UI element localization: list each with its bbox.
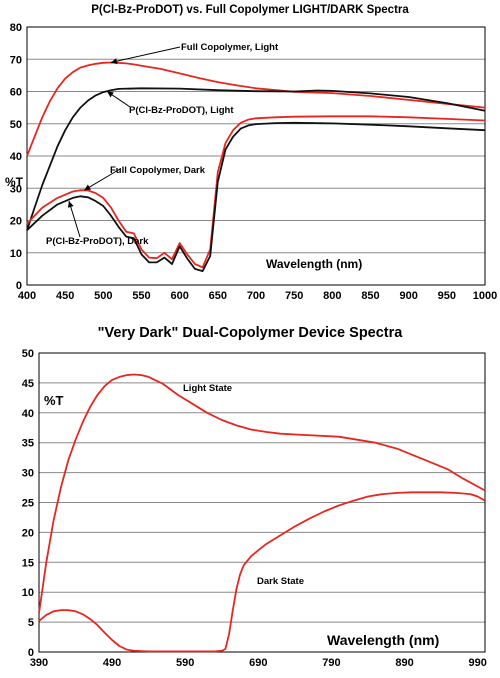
y-tick-label: 40	[22, 408, 34, 420]
x-tick-label: 600	[170, 290, 188, 302]
annotation-light-state: Light State	[183, 383, 232, 394]
x-tick-label: 950	[438, 290, 456, 302]
y-tick-label: 80	[10, 22, 22, 34]
series-group	[38, 373, 486, 653]
y-axis-label: %T	[44, 393, 64, 408]
x-tick-label: 850	[361, 290, 379, 302]
x-tick-label: 750	[285, 290, 303, 302]
y-tick-label: 0	[16, 280, 22, 292]
y-tick-label: 30	[10, 183, 22, 195]
y-tick-label: 20	[10, 216, 22, 228]
x-tick-label: 990	[469, 657, 487, 669]
x-tick-label: 800	[323, 290, 341, 302]
x-tick-labels: 390 490 590 690 790 890 990	[30, 657, 487, 669]
x-tick-label: 690	[249, 657, 267, 669]
annotation-arrow-head	[84, 184, 91, 191]
x-tick-label: 890	[395, 657, 413, 669]
chart-very-dark-device-spectra: "Very Dark" Dual-Copolymer Device Spectr…	[22, 325, 487, 669]
series-line-full-copolymer-light	[26, 61, 486, 157]
y-tick-label: 10	[22, 587, 34, 599]
series-line-p-cl-bz-prodot-light	[26, 87, 486, 231]
x-tick-label: 650	[209, 290, 227, 302]
x-axis-label: Wavelength (nm)	[266, 257, 362, 271]
y-tick-label: 15	[22, 557, 34, 569]
chart-title: "Very Dark" Dual-Copolymer Device Spectr…	[98, 325, 404, 341]
chart-title: P(Cl-Bz-ProDOT) vs. Full Copolymer LIGHT…	[91, 4, 409, 16]
annotation-arrow-head	[67, 201, 74, 208]
chart-light-dark-spectra: P(Cl-Bz-ProDOT) vs. Full Copolymer LIGHT…	[5, 4, 497, 302]
annotation-pclbz-light: P(Cl-Bz-ProDOT), Light	[129, 105, 234, 116]
annotation-arrow-line	[110, 46, 181, 63]
y-tick-label: 50	[10, 119, 22, 131]
annotation-dark-state: Dark State	[257, 576, 304, 587]
x-tick-label: 1000	[473, 290, 497, 302]
y-tick-labels: 0 10 20 30 40 50 60 70 80	[10, 22, 22, 292]
x-axis-label: Wavelength (nm)	[327, 632, 439, 648]
gridlines	[39, 352, 485, 653]
x-tick-labels: 400 450 500 550 600 650 700 750 800 850 900 950 1000	[18, 290, 497, 302]
x-tick-label: 590	[176, 657, 194, 669]
series-line-full-copolymer-dark	[26, 115, 486, 269]
x-tick-label: 900	[399, 290, 417, 302]
plot-frame	[38, 352, 486, 653]
annotation-arrow-head	[107, 91, 114, 98]
series-line-light-state	[38, 373, 486, 614]
y-tick-label: 45	[22, 378, 34, 390]
y-tick-label: 25	[22, 498, 34, 510]
x-tick-label: 790	[322, 657, 340, 669]
y-tick-label: 70	[10, 54, 22, 66]
y-tick-label: 50	[22, 348, 34, 360]
y-tick-label: 35	[22, 438, 34, 450]
y-tick-label: 10	[10, 248, 22, 260]
y-tick-label: 0	[28, 647, 34, 659]
annotation-arrow-line	[68, 201, 81, 238]
y-tick-label: 20	[22, 527, 34, 539]
y-tick-label: 5	[28, 617, 34, 629]
x-tick-label: 450	[56, 290, 74, 302]
x-tick-label: 490	[103, 657, 121, 669]
series-line-p-cl-bz-prodot-dark	[26, 121, 486, 272]
annotation-full-copolymer-dark: Full Copolymer, Dark	[110, 165, 206, 176]
x-tick-label: 500	[94, 290, 112, 302]
x-tick-label: 390	[30, 657, 48, 669]
annotation-arrow-line	[83, 168, 121, 191]
y-tick-labels: 0 5 10 15 20 25 30 35 40 45 50	[22, 348, 34, 659]
series-line-dark-state	[38, 491, 486, 653]
annotation-arrows	[67, 46, 181, 238]
series-group	[26, 61, 486, 272]
x-tick-label: 700	[247, 290, 265, 302]
annotation-full-copolymer-light: Full Copolymer, Light	[181, 42, 279, 53]
y-tick-label: 60	[10, 87, 22, 99]
y-tick-label: 30	[22, 468, 34, 480]
x-tick-label: 400	[18, 290, 36, 302]
x-tick-label: 550	[132, 290, 150, 302]
annotation-pclbz-dark: P(Cl-Bz-ProDOT), Dark	[46, 236, 149, 247]
y-tick-label: 40	[10, 151, 22, 163]
y-axis-label: %T	[5, 175, 24, 189]
annotation-arrow-head	[110, 58, 118, 65]
